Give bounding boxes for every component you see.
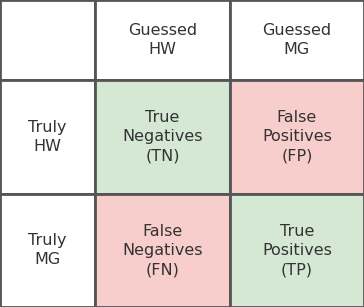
Bar: [0, 80, 95, 194]
Text: Truly
MG: Truly MG: [28, 233, 67, 267]
Bar: [0, 194, 95, 307]
Bar: [95, 80, 230, 194]
Text: False
Positives
(FP): False Positives (FP): [262, 110, 332, 164]
Bar: [0, 0, 95, 80]
Bar: [95, 194, 230, 307]
Bar: [95, 0, 230, 80]
Text: True
Negatives
(TN): True Negatives (TN): [122, 110, 203, 164]
Bar: [230, 194, 364, 307]
Text: Guessed
HW: Guessed HW: [128, 23, 197, 57]
Bar: [230, 0, 364, 80]
Text: False
Negatives
(FN): False Negatives (FN): [122, 223, 203, 277]
Text: True
Positives
(TP): True Positives (TP): [262, 223, 332, 277]
Text: Truly
HW: Truly HW: [28, 120, 67, 154]
Text: Guessed
MG: Guessed MG: [262, 23, 331, 57]
Bar: [230, 80, 364, 194]
